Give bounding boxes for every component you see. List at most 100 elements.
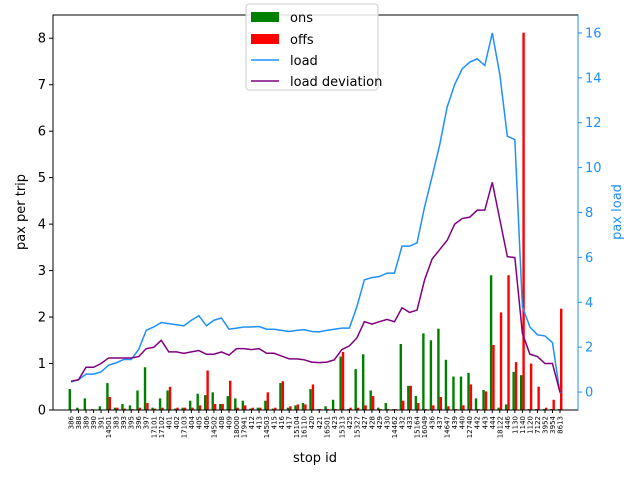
bar-ons-417	[286, 407, 290, 410]
left-y-axis: 0 1 2 3 4 5 6 7 8	[38, 32, 53, 419]
bar-ons-442	[474, 398, 478, 410]
bar-offs-412	[251, 407, 254, 410]
bar-ons-405	[196, 393, 199, 410]
x-tick-label: 1130	[511, 416, 519, 434]
bar-ons-18122	[497, 407, 500, 410]
bar-offs-16110	[304, 404, 307, 410]
right-tick-label: 10	[585, 161, 602, 176]
x-tick-label: 415	[271, 416, 279, 429]
x-tick-label: 15104	[293, 415, 301, 438]
bar-offs-7122	[537, 386, 540, 410]
x-tick-label: 420	[308, 416, 316, 429]
bar-offs-14502	[213, 403, 217, 410]
bar-offs-444	[492, 344, 495, 410]
x-tick-label: 416	[278, 415, 286, 429]
bar-offs-432	[402, 400, 405, 410]
bar-ons-14647	[444, 359, 448, 410]
x-tick-label: 14501	[105, 416, 113, 438]
legend-box	[245, 3, 379, 91]
y-axis-title: pax per trip	[14, 174, 29, 250]
bar-ons-383	[113, 407, 117, 410]
bar-offs-18122	[499, 312, 503, 410]
bar-ons-14501	[106, 383, 109, 410]
bar-ons-14502	[211, 392, 214, 410]
bar-ons-389	[83, 398, 87, 410]
legend-label-ons: ons	[290, 11, 313, 26]
bar-ons-15327	[354, 369, 357, 410]
bar-ons-429	[377, 407, 380, 410]
bar-offs-3952	[544, 407, 548, 410]
x-tick-label: 408	[218, 416, 226, 429]
x-tick-label: 432	[399, 416, 407, 429]
load-line	[70, 32, 561, 394]
x-tick-label: 427	[361, 416, 369, 429]
x-tick-label: 390	[90, 416, 98, 429]
x-tick-label: 439	[451, 416, 459, 429]
right-tick-label: 2	[585, 341, 593, 356]
bar-offs-14501	[108, 396, 112, 410]
bar-ons-404	[188, 400, 192, 410]
bar-ons-409	[226, 396, 229, 410]
bar-ons-413	[256, 407, 260, 410]
bar-offs-1130	[514, 362, 518, 410]
x-tick-label: 443	[481, 416, 489, 429]
x-tick-label: 389	[83, 416, 91, 429]
bar-offs-408	[221, 403, 224, 410]
bar-ons-423	[331, 399, 335, 410]
bar-offs-427	[364, 405, 367, 410]
bar-offs-397	[146, 403, 149, 410]
bar-offs-404	[191, 407, 194, 410]
bar-ons-17941	[241, 400, 245, 410]
bar-offs-428	[371, 396, 375, 410]
x-tick-label: 393	[120, 416, 128, 429]
bar-ons-432	[399, 344, 403, 410]
bar-offs-15313	[341, 351, 345, 410]
bar-offs-406	[206, 370, 209, 410]
bar-offs-3954	[552, 399, 555, 410]
bar-offs-436	[432, 405, 435, 410]
legend-label-offs: offs	[290, 33, 314, 48]
bar-offs-433	[409, 385, 412, 410]
bar-offs-416	[281, 381, 285, 410]
bar-offs-425	[349, 407, 352, 410]
bar-ons-395	[128, 405, 132, 410]
x-tick-label: 1120	[526, 416, 534, 434]
x-tick-label: 430	[383, 416, 391, 429]
bar-offs-409	[228, 380, 232, 410]
right-tick-label: 4	[585, 296, 593, 311]
x-tick-label: 413	[256, 416, 264, 429]
bar-offs-440	[462, 405, 465, 410]
right-tick-label: 14	[585, 71, 602, 86]
x-tick-label: 409	[225, 416, 233, 429]
x-tick-label: 15327	[353, 416, 361, 438]
bar-offs-415	[274, 407, 277, 410]
bar-ons-402	[173, 408, 177, 410]
bar-offs-15164	[417, 403, 420, 410]
legend-swatch-offs	[251, 34, 279, 44]
bar-ons-436	[429, 340, 433, 410]
x-tick-label: 405	[195, 416, 203, 429]
x-tick-label: 12740	[466, 416, 474, 438]
bar-ons-439	[452, 376, 455, 410]
x-tick-label: 7122	[534, 416, 542, 434]
x-tick-label: 404	[188, 415, 196, 429]
bar-ons-14503	[264, 400, 267, 410]
bar-ons-446	[504, 404, 508, 410]
bar-ons-1130	[512, 371, 515, 410]
x-tick-label: 402	[173, 416, 181, 429]
bar-ons-15104	[294, 405, 297, 410]
bar-ons-388	[76, 407, 79, 410]
bar-ons-1140	[519, 375, 523, 410]
x-tick-label: 3954	[549, 415, 557, 433]
left-tick-label: 2	[38, 311, 46, 326]
x-tick-label: 16501	[323, 416, 331, 438]
bar-ons-428	[369, 390, 372, 410]
bar-ons-415	[271, 408, 275, 410]
offs-bars	[108, 32, 563, 411]
bar-ons-393	[121, 403, 124, 410]
bar-ons-416	[279, 383, 282, 410]
bar-offs-393	[123, 408, 127, 410]
left-tick-label: 7	[38, 78, 46, 93]
left-tick-label: 0	[38, 404, 46, 419]
x-tick-label: 423	[331, 416, 339, 429]
